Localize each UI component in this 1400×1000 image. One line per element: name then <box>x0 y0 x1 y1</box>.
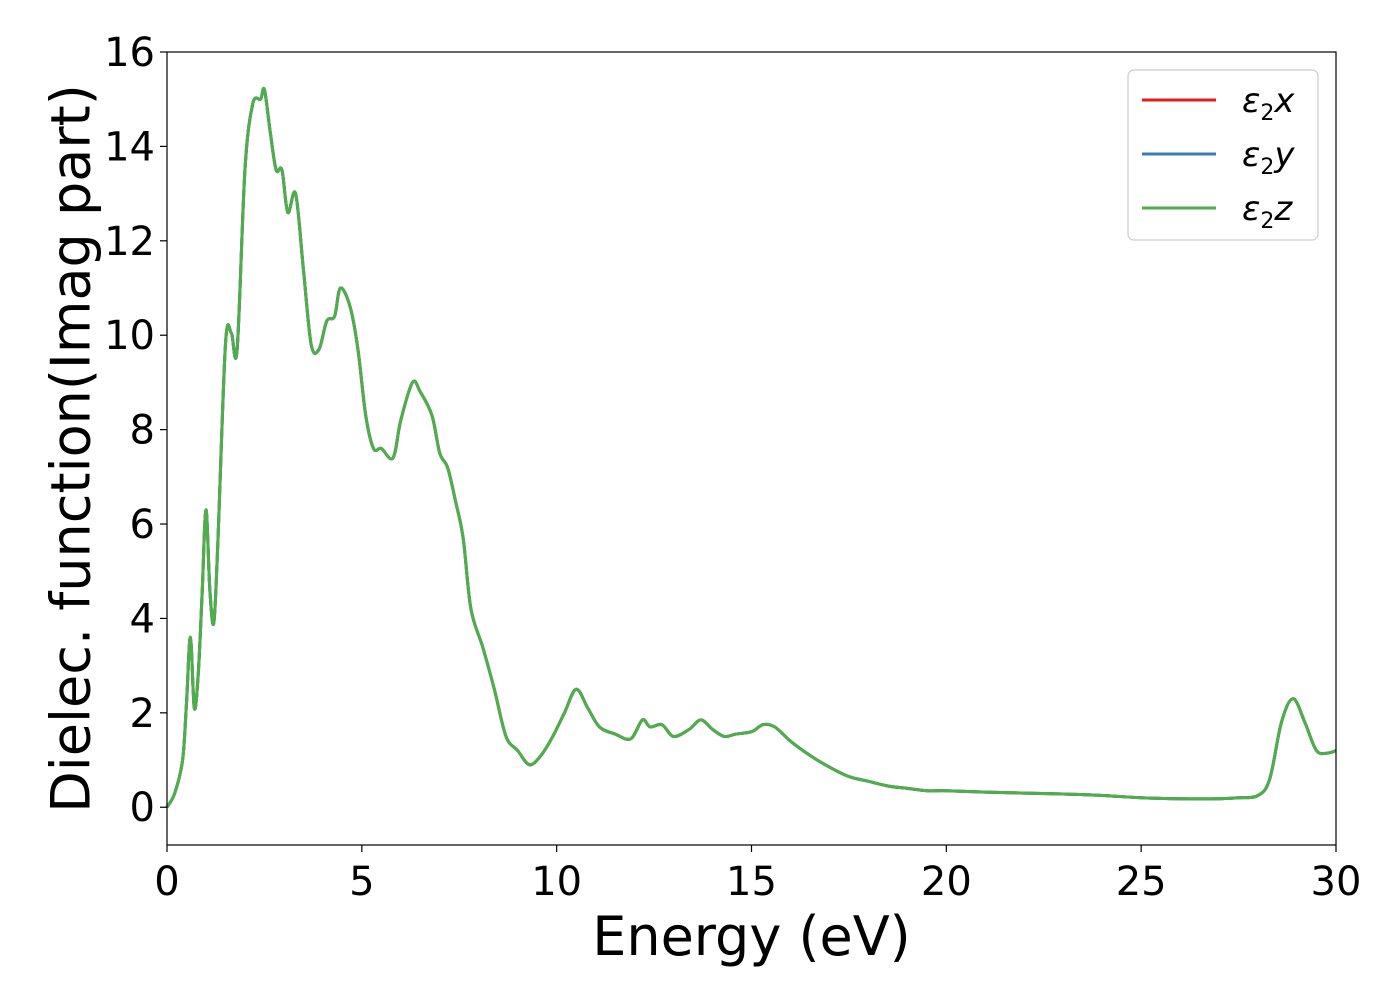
legend: ε2x ε2y ε2z <box>1127 69 1319 241</box>
y-tick-label: 0 <box>130 785 155 831</box>
series-line-z <box>165 86 1337 809</box>
legend-label-x: ε2x <box>1242 81 1295 126</box>
y-tick-label: 4 <box>130 596 155 642</box>
x-tick-label: 10 <box>531 859 582 905</box>
y-tick-label: 14 <box>104 124 155 170</box>
legend-label-y: ε2y <box>1242 135 1295 180</box>
y-axis: 0 2 4 6 8 10 12 14 16 <box>104 30 167 831</box>
x-tick-label: 30 <box>1311 859 1362 905</box>
legend-label-z: ε2z <box>1242 189 1293 234</box>
y-tick-label: 8 <box>130 408 155 454</box>
y-tick-label: 6 <box>130 502 155 548</box>
y-tick-label: 16 <box>104 30 155 76</box>
legend-box <box>1127 69 1319 241</box>
y-tick-label: 12 <box>104 219 155 265</box>
series-layer <box>165 86 1337 809</box>
x-tick-label: 25 <box>1116 859 1167 905</box>
x-axis: 0 5 10 15 20 25 30 <box>154 845 1361 905</box>
y-axis-title: Dielec. function(Imag part) <box>40 84 103 813</box>
x-tick-label: 5 <box>349 859 374 905</box>
x-axis-title: Energy (eV) <box>592 905 911 968</box>
y-tick-label: 10 <box>104 313 155 359</box>
x-tick-label: 20 <box>921 859 972 905</box>
x-tick-label: 0 <box>154 859 179 905</box>
y-tick-label: 2 <box>130 691 155 737</box>
x-tick-label: 15 <box>726 859 777 905</box>
